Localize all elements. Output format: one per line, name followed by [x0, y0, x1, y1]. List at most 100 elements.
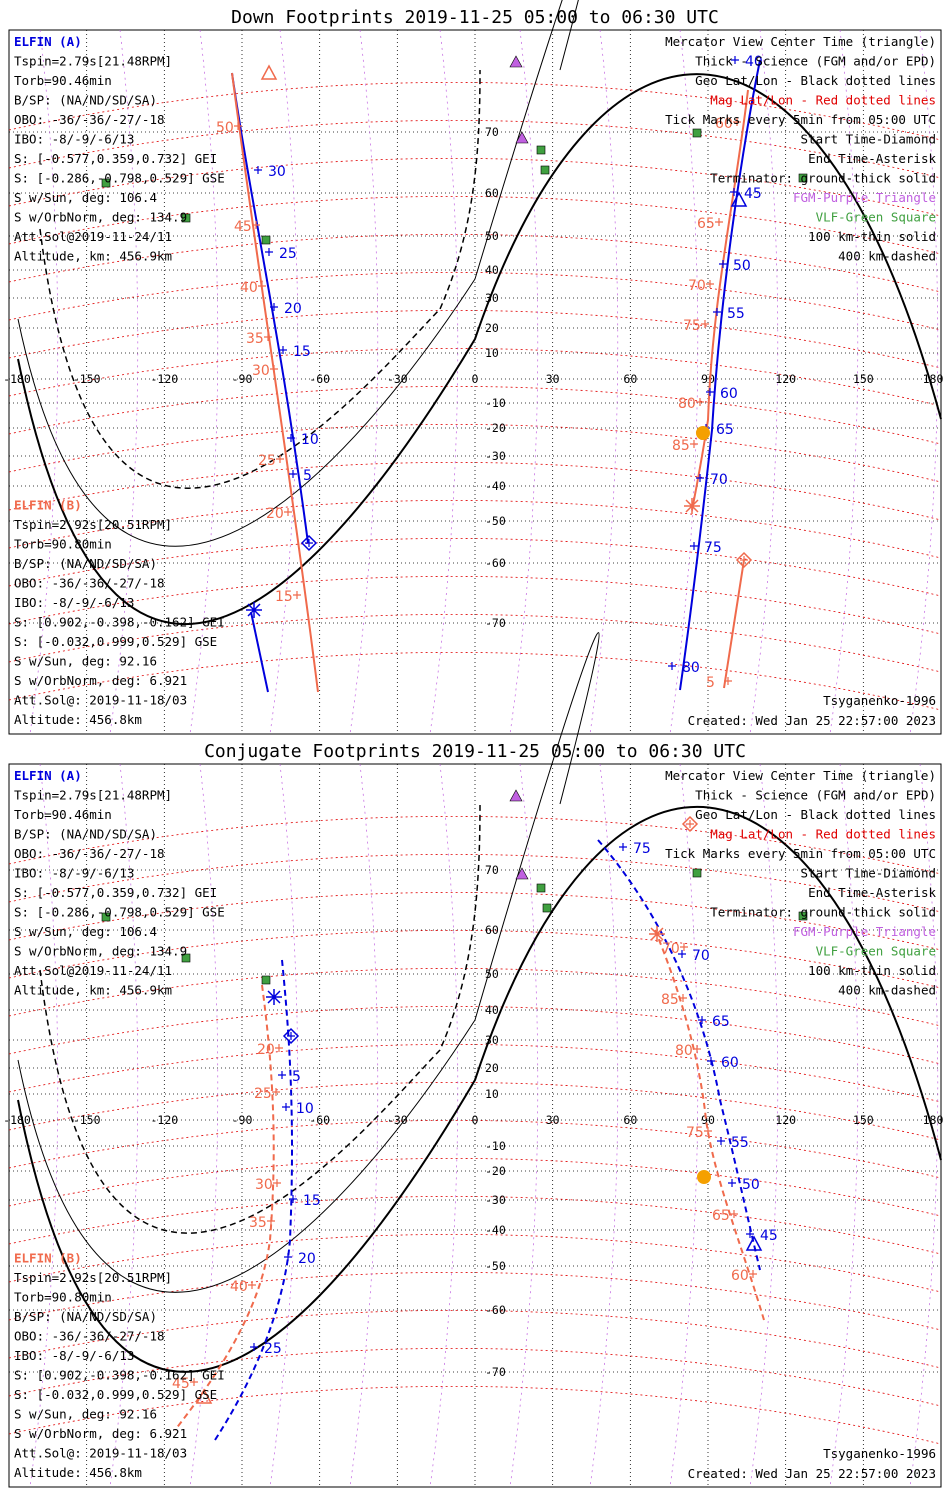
mag-longitude-line — [749, 763, 779, 1488]
elfin-a-time-tick — [270, 303, 278, 311]
lon-tick-label: -180 — [3, 372, 31, 386]
vlf-green-square — [181, 953, 191, 963]
elfin-b-track-2 — [654, 929, 765, 1321]
elfin-a-info-line: Torb=90.46min — [14, 807, 112, 822]
elfin-a-tick-label: 65 — [712, 1014, 730, 1030]
elfin-b-tick-label: 85 — [672, 438, 690, 454]
lat-tick-label: -10 — [485, 1139, 506, 1153]
mag-grid — [8, 29, 942, 735]
end-time-asterisk — [266, 989, 282, 1005]
terminator-100km — [17, 632, 600, 1293]
mag-latitude-line — [8, 423, 942, 483]
elfin-b-tick-label: 25 — [258, 453, 276, 469]
mag-longitude-line — [29, 763, 59, 1488]
fgm-purple-triangle — [509, 789, 523, 802]
start-time-diamond — [282, 1027, 300, 1045]
lon-tick-label: -150 — [73, 1113, 101, 1127]
lon-tick-label: -120 — [150, 1113, 178, 1127]
elfin-a-tick-label: 15 — [293, 344, 311, 360]
mag-latitude-line — [8, 81, 942, 141]
elfin-b-time-tick — [706, 280, 714, 288]
terminator-ground — [17, 806, 942, 1373]
legend-entry: Terminator: ground-thick solid — [710, 171, 936, 186]
elfin-b-tick-label: 85 — [661, 992, 679, 1008]
lat-tick-label: -60 — [485, 556, 506, 570]
elfin-a-time-tick — [706, 388, 714, 396]
panel-title: Down Footprints 2019-11-25 05:00 to 06:3… — [231, 7, 719, 28]
elfin-b-time-tick — [693, 1045, 701, 1053]
elfin-a-info-line: S: [-0.286,-0.798,0.529] GSE — [14, 171, 225, 186]
elfin-a-time-tick — [730, 188, 738, 196]
lon-tick-label: -60 — [309, 1113, 330, 1127]
lat-tick-label: -30 — [485, 1193, 506, 1207]
vlf-green-square — [101, 178, 111, 188]
elfin-a-info-line: Altitude, km: 456.9km — [14, 249, 172, 264]
elfin-b-time-tick — [252, 221, 260, 229]
elfin-b-time-tick — [679, 994, 687, 1002]
mag-latitude-line — [8, 1309, 942, 1369]
vlf-green-square — [101, 912, 111, 922]
vlf-green-square — [540, 165, 550, 175]
elfin-a-tick-label: 70 — [692, 948, 710, 964]
diamond-cross — [740, 556, 748, 564]
lon-tick-label: -150 — [73, 372, 101, 386]
elfin-b-tick-label: 5 — [706, 675, 715, 691]
mag-latitude-line — [8, 613, 942, 673]
vlf-green-square — [798, 173, 808, 183]
grid-tick-labels: -180 -150 -120 -90 -60 -30 0 30 60 90 120 150 180 70 6… — [3, 863, 943, 1379]
elfin-a-time-tick — [284, 1253, 292, 1261]
elfin-b-tick-label: 30 — [252, 363, 270, 379]
mag-latitude-line — [8, 1081, 942, 1141]
elfin-b-time-tick — [267, 1217, 275, 1225]
elfin-a-time-tick — [698, 1016, 706, 1024]
elfin-a-tick-label: 30 — [268, 164, 286, 180]
terminator-curves — [17, 0, 942, 625]
elfin-b-tick-label: 80 — [675, 1043, 693, 1059]
elfin-a-tick-label: 70 — [710, 472, 728, 488]
legend-entry: VLF-Green Square — [816, 210, 936, 225]
elfin-a-tick-label: 25 — [279, 246, 297, 262]
legend-entry: Terminator: ground-thick solid — [710, 905, 936, 920]
vlf-green-square — [798, 911, 808, 921]
model-name: Tsyganenko-1996 — [823, 693, 936, 708]
mag-longitude-line — [509, 763, 539, 1488]
legend-entry: 100 km-thin solid — [808, 963, 936, 978]
mag-latitude-line — [8, 157, 942, 217]
elfin-a-time-tick — [717, 1137, 725, 1145]
elfin-a-info-line: OBO: -36/-36/-27/-18 — [14, 846, 165, 861]
mag-latitude-line — [8, 499, 942, 559]
elfin-a-info-line: Att.Sol@2019-11-24/11 — [14, 963, 172, 978]
legend-entry: Geo Lat/Lon - Black dotted lines — [695, 73, 936, 88]
elfin-a-info-line: S w/Sun, deg: 106.4 — [14, 190, 157, 205]
lat-tick-label: -10 — [485, 396, 506, 410]
elfin-b-tick-label: 45 — [234, 219, 252, 235]
end-time-asterisk — [649, 926, 665, 942]
sun-icon — [697, 1170, 711, 1184]
lon-tick-label: 150 — [853, 372, 874, 386]
elfin-a-info-line: S w/OrbNorm, deg: 134.9 — [14, 210, 187, 225]
elfin-b-time-tick — [190, 1378, 198, 1386]
legend-entry: Start Time-Diamond — [801, 866, 936, 881]
elfin-a-name: ELFIN (A) — [14, 768, 82, 783]
elfin-a-time-tick — [265, 248, 273, 256]
elfin-a-time-tick — [619, 843, 627, 851]
elfin-a-tick-label: 80 — [682, 660, 700, 676]
legend-entry: Mercator View Center Time (triangle) — [665, 34, 936, 49]
lon-tick-label: -180 — [3, 1113, 31, 1127]
elfin-b-info-line: Tspin=2.92s[20.51RPM] — [14, 517, 172, 532]
lon-tick-label: 180 — [923, 1113, 944, 1127]
mag-latitude-line — [8, 967, 942, 1027]
elfin-b-time-tick — [248, 1281, 256, 1289]
elfin-b-info-line: Altitude: 456.8km — [14, 1465, 142, 1480]
elfin-b-time-tick — [715, 218, 723, 226]
elfin-b-tick-label: 60 — [731, 1268, 749, 1284]
elfin-b-name: ELFIN (B) — [14, 1251, 82, 1266]
end-time-asterisk — [684, 498, 700, 514]
elfin-b-info-line: IBO: -8/-9/-6/13 — [14, 1348, 134, 1363]
lon-tick-label: 0 — [472, 372, 479, 386]
elfin-a-time-tick — [713, 308, 721, 316]
elfin-a-time-tick — [289, 470, 297, 478]
elfin-a-tick-label: 50 — [733, 258, 751, 274]
lat-tick-label: -50 — [485, 514, 506, 528]
